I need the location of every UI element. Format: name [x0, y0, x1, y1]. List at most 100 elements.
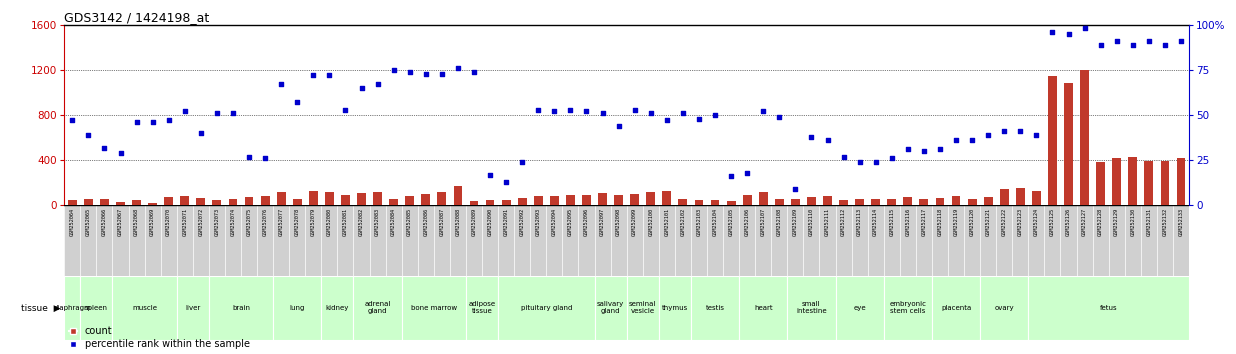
Bar — [277, 192, 286, 205]
Bar — [1096, 162, 1105, 205]
Text: salivary
gland: salivary gland — [597, 302, 624, 314]
Text: GSM252108: GSM252108 — [776, 207, 782, 235]
Bar — [550, 196, 559, 205]
Bar — [112, 205, 129, 276]
Text: GSM252075: GSM252075 — [246, 207, 252, 235]
Point — [931, 147, 950, 152]
Bar — [470, 201, 478, 205]
Text: GDS3142 / 1424198_at: GDS3142 / 1424198_at — [64, 11, 210, 24]
Bar — [691, 276, 739, 340]
Point — [1091, 42, 1111, 47]
Point — [383, 67, 403, 73]
Bar — [968, 199, 976, 205]
Text: GSM252074: GSM252074 — [230, 207, 236, 235]
Bar — [630, 194, 639, 205]
Text: GSM252130: GSM252130 — [1130, 207, 1136, 235]
Bar — [836, 205, 852, 276]
Bar — [405, 196, 414, 205]
Text: embryonic
stem cells: embryonic stem cells — [890, 302, 926, 314]
Text: GSM252112: GSM252112 — [840, 207, 847, 235]
Text: GSM252097: GSM252097 — [599, 207, 606, 235]
Bar — [341, 195, 350, 205]
Bar — [418, 205, 434, 276]
Text: GSM252118: GSM252118 — [937, 207, 943, 235]
Text: GSM252132: GSM252132 — [1162, 207, 1168, 235]
Point — [62, 118, 82, 123]
Text: GSM252105: GSM252105 — [728, 207, 734, 235]
Bar — [546, 205, 562, 276]
Bar — [1000, 189, 1009, 205]
Text: GSM252129: GSM252129 — [1114, 207, 1120, 235]
Bar — [357, 193, 366, 205]
Text: GSM252089: GSM252089 — [471, 207, 477, 235]
Point — [609, 123, 629, 129]
Text: GSM252123: GSM252123 — [1017, 207, 1023, 235]
Point — [658, 118, 677, 123]
Bar — [679, 199, 687, 205]
Point — [272, 81, 292, 87]
Text: GSM252072: GSM252072 — [198, 207, 204, 235]
Bar — [787, 205, 803, 276]
Point — [1043, 29, 1063, 35]
Text: GSM252098: GSM252098 — [616, 207, 622, 235]
Point — [625, 107, 645, 113]
Bar — [759, 192, 768, 205]
Text: GSM252104: GSM252104 — [712, 207, 718, 235]
Bar — [454, 186, 462, 205]
Point — [899, 147, 918, 152]
Bar — [1173, 205, 1189, 276]
Point — [1059, 31, 1079, 37]
Bar — [386, 205, 402, 276]
Text: GSM252128: GSM252128 — [1098, 207, 1104, 235]
Bar — [1141, 205, 1157, 276]
Text: testis: testis — [706, 305, 724, 311]
Bar — [819, 205, 836, 276]
Bar — [321, 276, 353, 340]
Bar — [486, 200, 494, 205]
Text: GSM252127: GSM252127 — [1082, 207, 1088, 235]
Bar — [68, 200, 77, 205]
Point — [963, 137, 983, 143]
Point — [288, 99, 308, 105]
Bar — [627, 205, 643, 276]
Text: GSM252091: GSM252091 — [503, 207, 509, 235]
Text: GSM252119: GSM252119 — [953, 207, 959, 235]
Bar — [984, 197, 993, 205]
Bar — [932, 276, 980, 340]
Point — [577, 109, 597, 114]
Point — [947, 137, 967, 143]
Point — [465, 69, 485, 75]
Bar — [1157, 205, 1173, 276]
Bar — [229, 199, 237, 205]
Bar — [132, 200, 141, 205]
Point — [722, 173, 742, 179]
Text: thymus: thymus — [661, 305, 688, 311]
Bar — [370, 205, 386, 276]
Bar — [1032, 191, 1041, 205]
Bar — [100, 199, 109, 205]
Point — [979, 132, 999, 138]
Bar — [1109, 205, 1125, 276]
Bar — [502, 200, 510, 205]
Point — [208, 110, 227, 116]
Text: ovary: ovary — [995, 305, 1014, 311]
Text: GSM252080: GSM252080 — [326, 207, 332, 235]
Bar — [518, 198, 527, 205]
Text: GSM252079: GSM252079 — [310, 207, 316, 235]
Bar — [1016, 188, 1025, 205]
Bar — [273, 205, 289, 276]
Point — [1011, 129, 1031, 134]
Bar — [1044, 205, 1060, 276]
Bar — [438, 192, 446, 205]
Point — [1172, 38, 1192, 44]
Bar — [421, 194, 430, 205]
Bar — [353, 205, 370, 276]
Text: GSM252065: GSM252065 — [85, 207, 91, 235]
Bar — [321, 205, 337, 276]
Point — [240, 154, 260, 159]
Bar — [980, 205, 996, 276]
Point — [915, 148, 934, 154]
Text: GSM252086: GSM252086 — [423, 207, 429, 235]
Bar — [598, 193, 607, 205]
Bar — [611, 205, 627, 276]
